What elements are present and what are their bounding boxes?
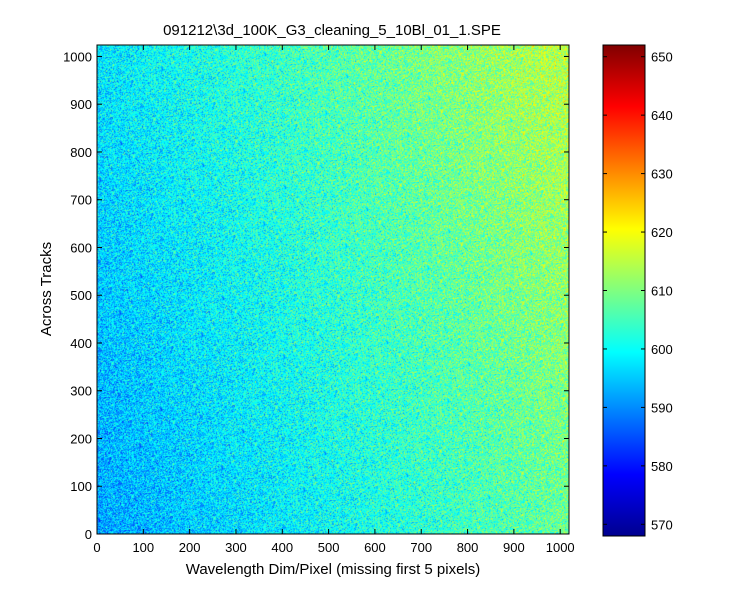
y-tick-label-1: 100 bbox=[70, 479, 92, 494]
colorbar-ticks: 570 580 590 600 610 620 630 640 650 bbox=[603, 50, 673, 532]
colorbar-tick-label-1: 580 bbox=[651, 459, 673, 474]
chart-title: 091212\3d_100K_G3_cleaning_5_10Bl_01_1.S… bbox=[163, 22, 501, 39]
x-tick-label-8: 800 bbox=[457, 540, 479, 555]
x-axis-ticks: 0 100 200 300 400 500 600 700 800 900 1000 bbox=[93, 45, 575, 555]
colorbar-gradient bbox=[603, 45, 645, 536]
y-axis-label: Across Tracks bbox=[38, 242, 55, 336]
x-tick-label-6: 600 bbox=[364, 540, 386, 555]
y-tick-label-8: 800 bbox=[70, 145, 92, 160]
y-tick-label-0: 0 bbox=[85, 527, 92, 542]
x-tick-label-5: 500 bbox=[318, 540, 340, 555]
x-tick-label-7: 700 bbox=[410, 540, 432, 555]
plot-frame bbox=[96, 44, 570, 535]
y-tick-label-4: 400 bbox=[70, 336, 92, 351]
y-tick-label-10: 1000 bbox=[63, 49, 92, 64]
x-tick-label-9: 900 bbox=[503, 540, 525, 555]
x-tick-label-10: 1000 bbox=[546, 540, 575, 555]
x-tick-label-3: 300 bbox=[225, 540, 247, 555]
x-tick-label-4: 400 bbox=[271, 540, 293, 555]
colorbar: 570 580 590 600 610 620 630 640 650 bbox=[602, 44, 673, 537]
colorbar-tick-label-8: 650 bbox=[651, 50, 673, 65]
y-tick-label-7: 700 bbox=[70, 193, 92, 208]
x-axis-label: Wavelength Dim/Pixel (missing first 5 pi… bbox=[186, 561, 481, 578]
colorbar-tick-label-7: 640 bbox=[651, 108, 673, 123]
x-tick-label-1: 100 bbox=[132, 540, 154, 555]
colorbar-tick-label-3: 600 bbox=[651, 342, 673, 357]
colorbar-tick-label-5: 620 bbox=[651, 225, 673, 240]
y-tick-label-3: 300 bbox=[70, 384, 92, 399]
y-tick-label-5: 500 bbox=[70, 288, 92, 303]
colorbar-tick-label-6: 630 bbox=[651, 167, 673, 182]
y-tick-label-6: 600 bbox=[70, 240, 92, 255]
colorbar-tick-label-0: 570 bbox=[651, 517, 673, 532]
colorbar-tick-label-4: 610 bbox=[651, 284, 673, 299]
heatmap-image bbox=[97, 45, 569, 534]
x-tick-label-2: 200 bbox=[179, 540, 201, 555]
x-tick-label-0: 0 bbox=[93, 540, 100, 555]
y-axis-ticks: 0 100 200 300 400 500 600 700 800 900 1000 bbox=[63, 49, 569, 542]
y-tick-label-2: 200 bbox=[70, 431, 92, 446]
heatmap-plot-area bbox=[96, 44, 570, 535]
y-tick-label-9: 900 bbox=[70, 97, 92, 112]
colorbar-tick-label-2: 590 bbox=[651, 400, 673, 415]
